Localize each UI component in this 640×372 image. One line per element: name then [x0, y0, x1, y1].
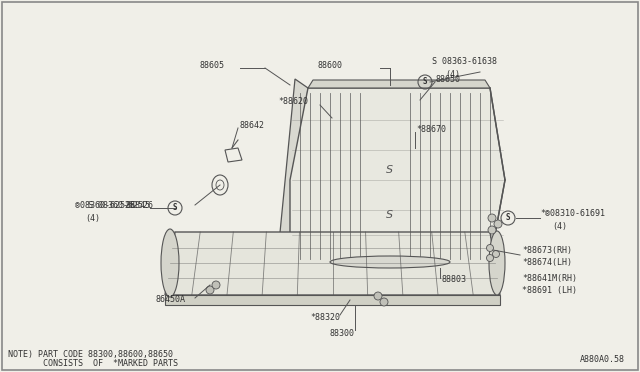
Text: *88320: *88320	[310, 314, 340, 323]
Text: CONSISTS  OF  *MARKED PARTS: CONSISTS OF *MARKED PARTS	[8, 359, 178, 369]
Text: S: S	[387, 210, 394, 220]
Text: 86450A: 86450A	[155, 295, 185, 305]
Ellipse shape	[330, 256, 450, 268]
Text: 88300: 88300	[330, 330, 355, 339]
Ellipse shape	[489, 231, 505, 295]
Text: S: S	[173, 203, 177, 212]
Circle shape	[493, 250, 499, 257]
Text: NOTE) PART CODE 88300,88600,88650: NOTE) PART CODE 88300,88600,88650	[8, 350, 173, 359]
Text: S 08363-61638: S 08363-61638	[432, 58, 497, 67]
Text: *®08310-61691: *®08310-61691	[540, 209, 605, 218]
Polygon shape	[308, 80, 490, 88]
Circle shape	[486, 244, 493, 251]
Circle shape	[206, 286, 214, 294]
Text: (4): (4)	[552, 221, 567, 231]
Circle shape	[494, 220, 502, 228]
Circle shape	[212, 281, 220, 289]
Text: *88691 (LH): *88691 (LH)	[522, 285, 577, 295]
Text: *88673(RH): *88673(RH)	[522, 246, 572, 254]
Text: *88641M(RH): *88641M(RH)	[522, 273, 577, 282]
Polygon shape	[165, 295, 500, 305]
Text: (4): (4)	[445, 71, 460, 80]
Text: *88674(LH): *88674(LH)	[522, 257, 572, 266]
Polygon shape	[290, 88, 505, 262]
Circle shape	[488, 214, 496, 222]
Text: *88620: *88620	[278, 97, 308, 106]
Text: 88845: 88845	[125, 201, 150, 209]
Text: 88642: 88642	[240, 122, 265, 131]
Polygon shape	[278, 79, 308, 262]
Text: 88605: 88605	[200, 61, 225, 70]
Ellipse shape	[161, 229, 179, 297]
Text: A880A0.58: A880A0.58	[580, 356, 625, 365]
Text: *88670: *88670	[416, 125, 446, 135]
Circle shape	[374, 292, 382, 300]
Circle shape	[380, 298, 388, 306]
Text: 88803: 88803	[442, 276, 467, 285]
Circle shape	[488, 226, 496, 234]
Text: S: S	[506, 214, 510, 222]
Text: S 08360-62526: S 08360-62526	[88, 201, 153, 209]
Text: S: S	[387, 165, 394, 175]
Text: ®08360-62526: ®08360-62526	[75, 201, 135, 209]
Text: 88650: 88650	[436, 76, 461, 84]
Text: (4): (4)	[85, 214, 100, 222]
Text: 88600: 88600	[318, 61, 343, 70]
Circle shape	[486, 254, 493, 262]
Polygon shape	[165, 232, 500, 295]
Text: S: S	[422, 77, 428, 87]
